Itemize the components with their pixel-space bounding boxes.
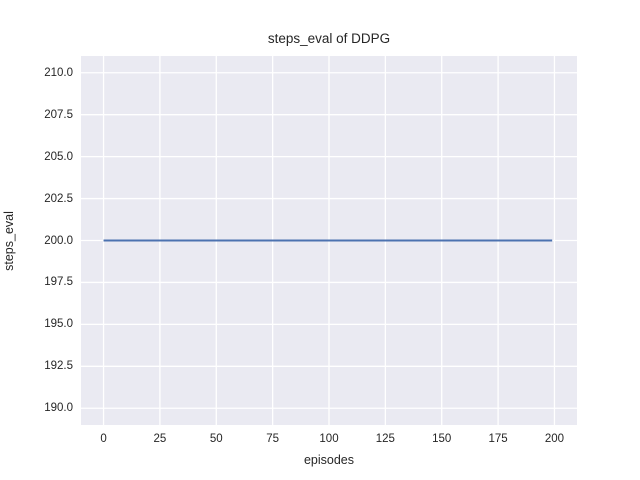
x-tick-label: 0 [100,433,107,445]
chart-title: steps_eval of DDPG [267,31,391,46]
x-tick-label: 200 [544,433,565,445]
x-tick-label: 50 [209,433,223,445]
x-axis-label: episodes [303,453,355,467]
y-tick-label: 197.5 [44,276,73,289]
y-tick-label: 207.5 [44,108,73,121]
y-tick-label: 192.5 [44,360,73,373]
y-tick-label: 190.0 [44,402,73,415]
y-tick-label: 195.0 [44,318,73,331]
x-tick-label: 25 [153,433,167,445]
y-tick-label: 200.0 [44,234,73,247]
y-tick-label: 210.0 [44,66,73,79]
y-tick-label: 205.0 [44,150,73,163]
x-tick-label: 125 [375,433,395,445]
x-tick-label: 100 [319,433,339,445]
x-tick-label: 175 [488,433,508,445]
y-tick-label: 202.5 [44,192,73,205]
x-tick-label: 150 [432,433,452,445]
plot-area [81,56,577,425]
plot-canvas [81,56,577,425]
x-tick-label: 75 [266,433,280,445]
y-axis-label: steps_eval [2,211,16,271]
